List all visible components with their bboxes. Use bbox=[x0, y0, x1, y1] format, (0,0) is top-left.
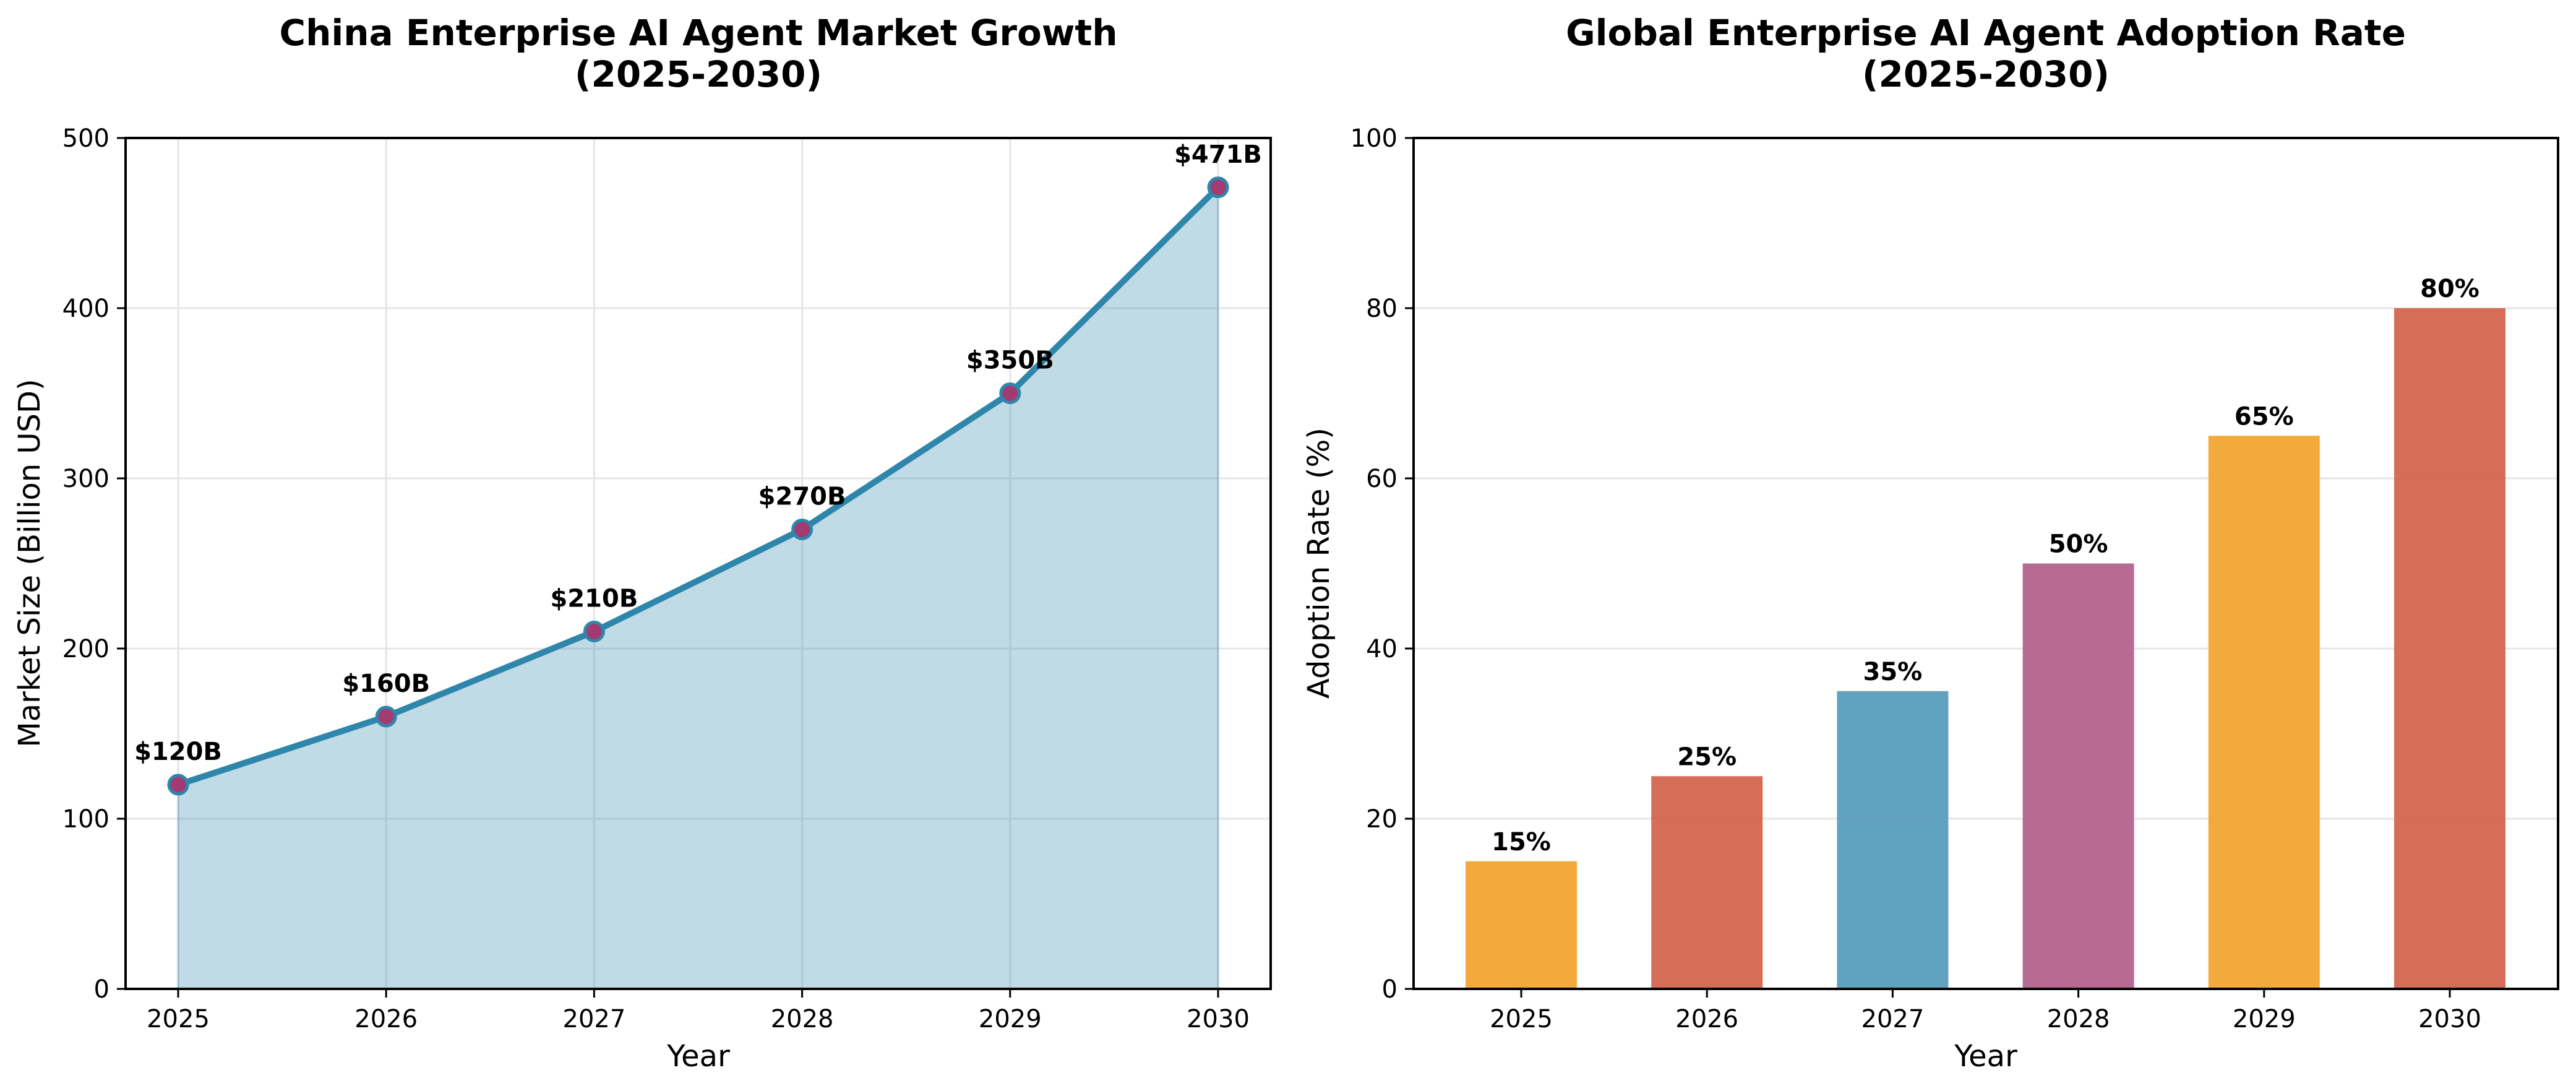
x-tick-label: 2029 bbox=[2233, 1005, 2296, 1033]
y-tick-label: 20 bbox=[1366, 805, 1397, 834]
x-tick-label: 2030 bbox=[1187, 1005, 1250, 1033]
data-labels: $120B $160B $210B $270B $350B $471B bbox=[134, 140, 1262, 766]
axes-frame bbox=[124, 137, 1272, 990]
data-label: $160B bbox=[342, 670, 430, 698]
x-tick-label: 2026 bbox=[354, 1005, 418, 1033]
adoption-rate-chart: Global Enterprise AI Agent Adoption Rate… bbox=[1302, 12, 2559, 1074]
data-label: $471B bbox=[1174, 140, 1262, 169]
chart-title-line-1: Global Enterprise AI Agent Adoption Rate bbox=[1566, 12, 2406, 54]
y-tick-label: 60 bbox=[1366, 465, 1397, 493]
data-label: 15% bbox=[1492, 828, 1551, 856]
data-label: 35% bbox=[1863, 658, 1923, 686]
data-label: $120B bbox=[134, 738, 222, 766]
data-point-marker bbox=[1207, 176, 1229, 199]
y-tick-label: 0 bbox=[1382, 975, 1397, 1004]
market-growth-chart: China Enterprise AI Agent Market Growth … bbox=[12, 12, 1272, 1074]
chart-title-line-2: (2025-2030) bbox=[1862, 53, 2110, 95]
x-tick-label: 2028 bbox=[2047, 1005, 2110, 1033]
area-series bbox=[167, 176, 1229, 990]
y-axis-label: Market Size (Billion USD) bbox=[12, 379, 47, 747]
data-label: 25% bbox=[1677, 743, 1737, 771]
y-tick-label: 40 bbox=[1366, 635, 1397, 663]
data-label: $210B bbox=[550, 585, 638, 613]
y-tick-label: 100 bbox=[1350, 124, 1397, 153]
x-tick-label: 2025 bbox=[147, 1005, 210, 1033]
y-tick-label: 200 bbox=[62, 635, 109, 663]
y-tick-label: 300 bbox=[62, 465, 109, 493]
y-tick-label: 0 bbox=[94, 975, 109, 1004]
y-tick-label: 400 bbox=[62, 295, 109, 323]
data-label: $270B bbox=[758, 483, 846, 511]
x-tick-label: 2026 bbox=[1675, 1005, 1738, 1033]
chart-title-line-1: China Enterprise AI Agent Market Growth bbox=[280, 12, 1118, 54]
bar bbox=[1466, 861, 1577, 989]
bar bbox=[2022, 563, 2134, 989]
data-point-marker bbox=[167, 774, 189, 796]
x-tick-label: 2025 bbox=[1490, 1005, 1553, 1033]
axes-frame bbox=[1412, 137, 2559, 990]
data-point-marker bbox=[375, 705, 397, 728]
x-axis-label: Year bbox=[1954, 1039, 2017, 1074]
data-label: $350B bbox=[966, 347, 1054, 375]
data-point-marker bbox=[999, 382, 1021, 404]
x-axis-label: Year bbox=[666, 1039, 730, 1074]
x-tick-label: 2030 bbox=[2418, 1005, 2481, 1033]
y-tick-label: 80 bbox=[1366, 295, 1397, 323]
y-axis-label: Adoption Rate (%) bbox=[1302, 428, 1336, 699]
bar bbox=[2394, 308, 2505, 989]
data-point-marker bbox=[791, 519, 814, 540]
data-label: 65% bbox=[2235, 402, 2294, 431]
data-label: 80% bbox=[2420, 275, 2479, 303]
data-point-marker bbox=[583, 621, 605, 642]
x-tick-label: 2027 bbox=[563, 1005, 626, 1033]
y-tick-label: 100 bbox=[62, 805, 109, 834]
bar bbox=[1837, 691, 1949, 989]
bar bbox=[1651, 776, 1763, 989]
x-tick-label: 2028 bbox=[771, 1005, 834, 1033]
x-tick-label: 2029 bbox=[979, 1005, 1042, 1033]
chart-title-line-2: (2025-2030) bbox=[575, 53, 822, 95]
y-tick-label: 500 bbox=[62, 124, 109, 153]
grid bbox=[126, 137, 1271, 990]
axes: 0 100 200 300 400 500 2025 2026 2027 2028 2029 2030 bbox=[62, 124, 1272, 1033]
series-line bbox=[175, 184, 1221, 788]
data-labels: 15% 25% 35% 50% 65% 80% bbox=[1492, 275, 2479, 856]
bar bbox=[2208, 436, 2320, 989]
bar-series bbox=[1466, 308, 2505, 989]
x-tick-label: 2027 bbox=[1861, 1005, 1925, 1033]
axes: 0 20 40 60 80 100 2025 2026 2027 2028 2029 2030 bbox=[1350, 124, 2559, 1033]
data-label: 50% bbox=[2049, 530, 2108, 559]
